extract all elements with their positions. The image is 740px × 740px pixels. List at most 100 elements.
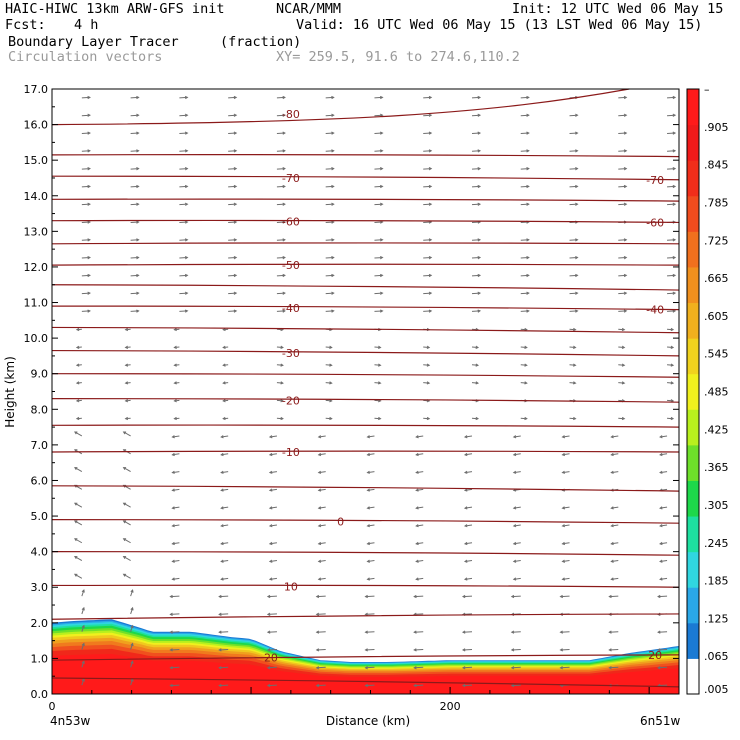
vector-arrow-head bbox=[81, 660, 85, 664]
vector-arrow-head bbox=[524, 416, 528, 421]
vector-arrow bbox=[172, 560, 180, 563]
vector-arrow bbox=[569, 274, 578, 277]
vector-arrow bbox=[659, 435, 668, 438]
vector-arrow-head bbox=[315, 630, 320, 634]
vector-arrow-head bbox=[379, 149, 384, 153]
vector-arrow-head bbox=[672, 149, 677, 153]
vector-arrow bbox=[562, 542, 570, 545]
vector-arrow bbox=[179, 185, 188, 188]
vector-arrow bbox=[130, 168, 139, 170]
vector-arrow-head bbox=[331, 95, 335, 100]
contour-label: -20 bbox=[282, 394, 300, 407]
vector-arrow bbox=[611, 435, 619, 438]
vector-arrow bbox=[172, 453, 180, 456]
vector-arrow-head bbox=[512, 559, 517, 563]
vector-arrow bbox=[416, 542, 424, 545]
vector-arrow bbox=[130, 607, 134, 615]
colorbar-swatch bbox=[687, 338, 699, 375]
vector-arrow-head bbox=[561, 577, 566, 581]
vector-arrow-head bbox=[122, 502, 127, 506]
vector-arrow bbox=[276, 274, 285, 277]
vector-arrow-head bbox=[559, 666, 564, 670]
vector-arrow-head bbox=[526, 131, 530, 135]
vector-arrow-head bbox=[122, 555, 127, 559]
vector-arrow-head bbox=[426, 363, 431, 367]
colorbar-swatch bbox=[687, 160, 699, 197]
vector-arrow-head bbox=[428, 184, 433, 189]
colorbar-label: .245 bbox=[704, 537, 729, 550]
vector-arrow-head bbox=[512, 524, 517, 528]
vector-arrow bbox=[374, 185, 383, 188]
vector-arrow-head bbox=[415, 435, 419, 439]
vector-arrow-head bbox=[672, 113, 677, 117]
vector-arrow bbox=[221, 577, 229, 580]
vector-arrow bbox=[667, 150, 676, 152]
vector-arrow-head bbox=[526, 113, 530, 117]
vector-arrow bbox=[367, 435, 375, 438]
vector-arrow-head bbox=[315, 666, 320, 670]
vector-arrow-head bbox=[268, 488, 273, 492]
vector-arrow-head bbox=[672, 291, 677, 295]
vector-arrow bbox=[471, 168, 481, 170]
contour-line bbox=[51, 485, 680, 492]
valid-time: Valid: 16 UTC Wed 06 May 15 (13 LST Wed … bbox=[296, 17, 703, 33]
vector-arrow-head bbox=[81, 678, 85, 682]
vector-arrow-head bbox=[426, 381, 431, 385]
vector-arrow bbox=[81, 239, 90, 241]
vector-arrow-head bbox=[575, 149, 579, 153]
vector-arrow-head bbox=[171, 559, 175, 563]
vector-arrow-head bbox=[575, 167, 579, 171]
vector-arrow bbox=[374, 274, 383, 277]
vector-arrow-head bbox=[171, 524, 175, 528]
vector-arrow bbox=[365, 613, 375, 615]
vector-arrow-head bbox=[75, 416, 80, 421]
vector-arrow-head bbox=[130, 606, 134, 611]
vector-arrow-head bbox=[222, 345, 226, 349]
vector-arrow-head bbox=[364, 594, 368, 599]
vector-arrow bbox=[618, 257, 627, 259]
vector-arrow bbox=[569, 132, 578, 134]
contour-label: -30 bbox=[282, 347, 300, 360]
vector-arrow-head bbox=[512, 577, 517, 581]
vector-arrow-head bbox=[575, 291, 579, 295]
contour-line bbox=[51, 305, 680, 311]
vector-arrow bbox=[219, 684, 229, 687]
vector-arrow-head bbox=[136, 220, 140, 224]
vector-arrow-head bbox=[575, 131, 579, 135]
contour-label: -50 bbox=[282, 259, 300, 272]
vector-arrow-head bbox=[621, 327, 626, 332]
vector-arrow bbox=[520, 417, 527, 420]
vector-arrow-head bbox=[315, 594, 320, 599]
vector-arrow-head bbox=[169, 666, 173, 670]
vector-arrow-head bbox=[366, 488, 370, 492]
vector-arrow bbox=[123, 467, 131, 473]
vector-arrow bbox=[228, 168, 237, 170]
y-tick-label: 16.0 bbox=[24, 119, 49, 132]
vector-arrow-head bbox=[169, 630, 173, 634]
vector-arrow bbox=[569, 185, 578, 188]
vector-arrow bbox=[172, 524, 180, 527]
vector-arrow-head bbox=[220, 435, 224, 439]
vector-arrow bbox=[374, 310, 383, 312]
vector-arrow bbox=[81, 274, 90, 277]
vector-arrow-head bbox=[282, 220, 286, 224]
vector-arrow bbox=[667, 185, 676, 188]
vector-arrow bbox=[464, 453, 473, 456]
contour-label: -60 bbox=[282, 216, 300, 229]
vector-arrow bbox=[569, 168, 578, 170]
vector-arrow bbox=[667, 168, 676, 170]
vector-arrow-head bbox=[87, 184, 91, 189]
vector-arrow bbox=[659, 524, 668, 527]
vector-arrow-head bbox=[136, 95, 140, 100]
vector-arrow-head bbox=[575, 238, 579, 242]
vector-arrow bbox=[81, 168, 90, 170]
vector-arrow-head bbox=[608, 594, 612, 599]
vector-arrow-head bbox=[510, 648, 515, 652]
vector-arrow bbox=[374, 417, 381, 420]
vector-arrow-head bbox=[282, 309, 286, 313]
vector-arrow bbox=[667, 274, 676, 277]
vector-arrow bbox=[464, 524, 473, 527]
vector-arrow bbox=[325, 114, 334, 117]
vector-arrow-head bbox=[87, 167, 91, 171]
vector-arrow-head bbox=[380, 309, 384, 313]
